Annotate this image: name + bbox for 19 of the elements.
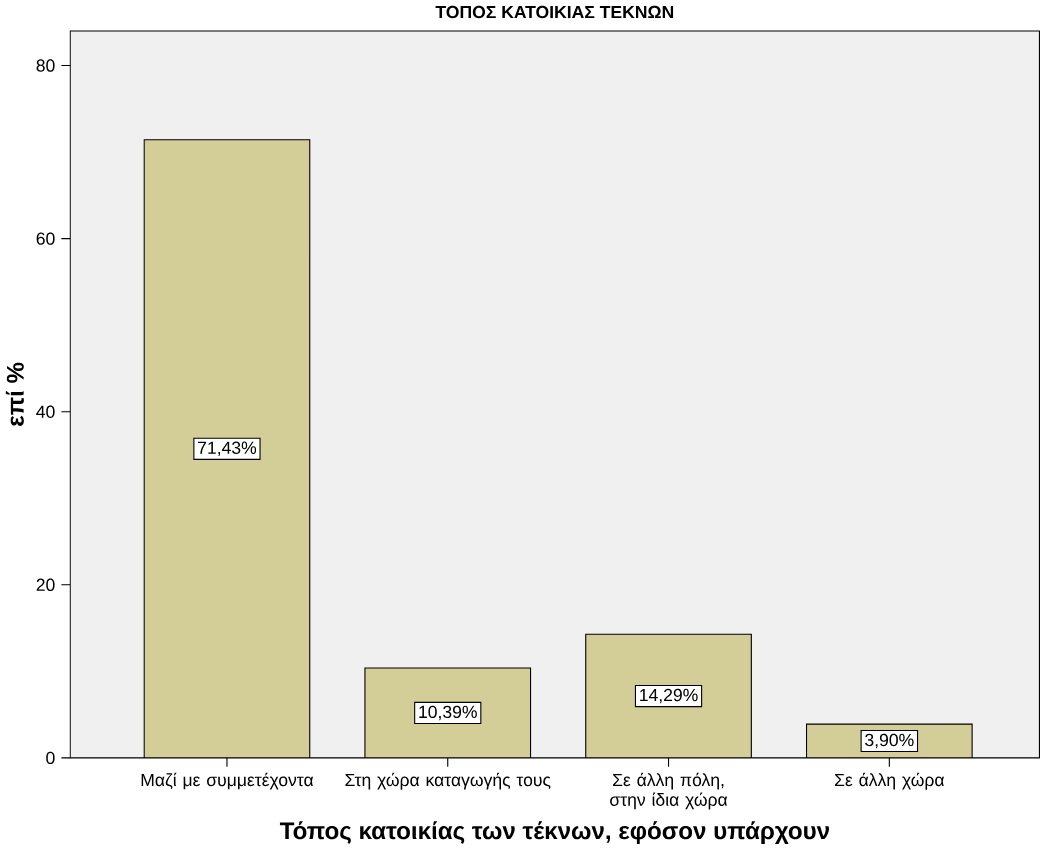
y-axis-title: επί % [5, 362, 24, 426]
x-tick-label: Σε άλλη πόλη, στην ίδια χώρα [610, 772, 728, 810]
y-tick-label: 40 [36, 405, 55, 418]
bar [143, 139, 311, 758]
y-tick-label: 80 [36, 59, 55, 72]
y-tick-label: 20 [36, 578, 55, 592]
x-tick-label: Στη χώρα καταγωγής τους [345, 772, 551, 790]
bar [364, 667, 532, 758]
data-label: 10,39% [419, 705, 477, 721]
x-axis-title: Τόπος κατοικίας των τέκνων, εφόσον υπάρχουν [279, 821, 830, 845]
data-label: 14,29% [640, 688, 698, 704]
x-tick-label: Σε άλλη χώρα [835, 772, 945, 790]
y-tick-label: 0 [46, 751, 55, 765]
data-label: 71,43% [198, 441, 257, 457]
y-tick-label: 60 [36, 232, 55, 245]
x-tick-label: Μαζί με συμμετέχοντα [141, 772, 314, 790]
data-label: 3,90% [865, 733, 914, 749]
chart-title: ΤΟΠΟΣ ΚΑΤΟΙΚΙΑΣ ΤΕΚΝΩΝ [435, 5, 674, 19]
bar [585, 634, 752, 758]
